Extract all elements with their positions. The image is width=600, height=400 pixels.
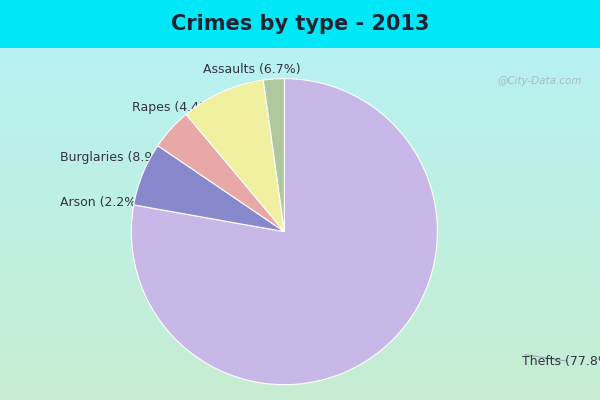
Text: Thefts (77.8%): Thefts (77.8%) bbox=[522, 355, 600, 368]
Wedge shape bbox=[186, 80, 284, 232]
Text: Crimes by type - 2013: Crimes by type - 2013 bbox=[171, 14, 429, 34]
Wedge shape bbox=[134, 146, 284, 232]
Wedge shape bbox=[131, 79, 437, 385]
Text: Rapes (4.4%): Rapes (4.4%) bbox=[132, 101, 216, 124]
Text: Burglaries (8.9%): Burglaries (8.9%) bbox=[60, 151, 174, 164]
Wedge shape bbox=[263, 79, 284, 232]
Wedge shape bbox=[158, 114, 284, 232]
Text: @City-Data.com: @City-Data.com bbox=[497, 76, 582, 86]
Text: Arson (2.2%): Arson (2.2%) bbox=[60, 196, 159, 209]
Text: Assaults (6.7%): Assaults (6.7%) bbox=[203, 63, 301, 88]
